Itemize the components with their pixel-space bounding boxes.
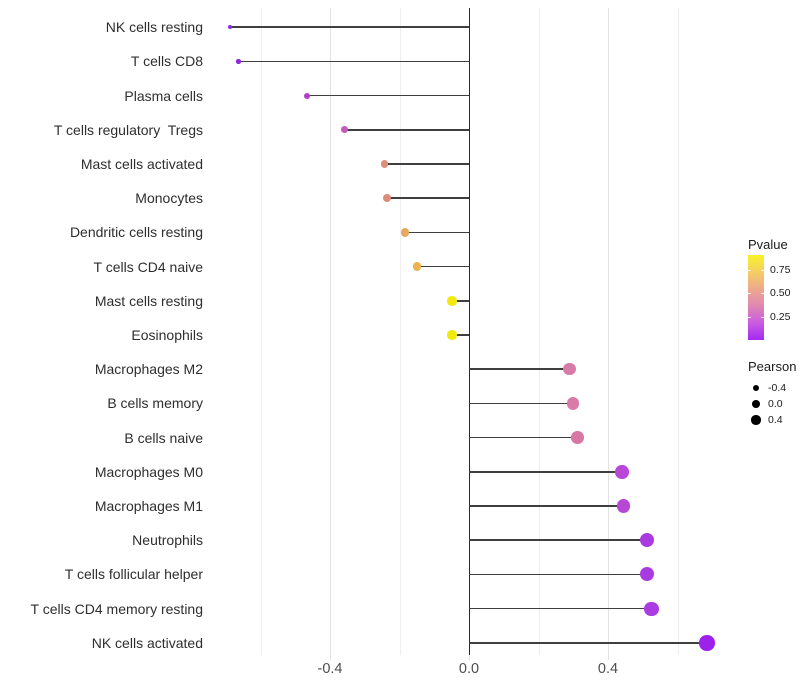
zero-reference-line [469,8,470,655]
pearson-legend-dot [752,400,760,408]
colorbar-notch-right [761,316,764,318]
y-axis-label: Dendritic cells resting [69,224,203,241]
y-axis-label: NK cells resting [105,19,203,36]
x-axis-tick [330,655,331,660]
lollipop-dot [400,228,410,237]
y-axis-label: B cells memory [107,395,203,412]
colorbar-notch-left [748,292,751,294]
y-axis-label: B cells naive [124,429,203,446]
lollipop-dot [383,194,392,203]
pvalue-tick-label: 0.50 [770,286,791,299]
lollipop-stem [469,573,647,576]
colorbar-notch-left [748,269,751,271]
lollipop-dot [615,465,629,479]
x-axis-tick-label: -0.4 [317,661,343,677]
colorbar-notch-right [761,269,764,271]
pearson-legend-dot [752,384,760,392]
pearson-legend-dot [751,415,761,425]
lollipop-stem [469,607,652,610]
colorbar-notch-right [761,292,764,294]
lollipop-stem [469,402,573,405]
lollipop-stem [416,265,469,268]
lollipop-stem [469,436,578,439]
pearson-legend-label: -0.4 [768,382,787,394]
minor-gridline [677,8,679,655]
lollipop-stem [384,163,469,165]
pearson-legend-title: Pearson [748,359,797,374]
lollipop-stem [469,642,708,644]
colorbar-notch-left [748,316,751,318]
y-axis-label: Neutrophils [132,532,203,549]
lollipop-stem [405,231,469,234]
lollipop-stem [238,60,469,63]
plot-panel [207,8,732,655]
lollipop-stem [469,505,624,507]
lollipop-dot [571,431,584,444]
pvalue-tick-label: 0.25 [770,310,791,323]
pvalue-tick-label: 0.75 [770,263,791,276]
lollipop-dot [639,567,654,582]
y-axis-label: T cells regulatory Tregs [53,121,203,138]
pearson-legend-label: 0.4 [768,414,783,426]
y-axis-label: Monocytes [135,190,203,207]
minor-gridline [399,8,401,655]
lollipop-dot [447,330,457,340]
y-axis-label: Macrophages M1 [94,498,203,514]
y-axis-label: T cells CD4 naive [93,258,203,275]
x-axis-tick-label: 0.4 [597,661,619,677]
y-axis-label: T cells CD8 [130,53,203,70]
y-axis-label: T cells follicular helper [64,566,203,583]
x-axis-tick [608,655,609,660]
lollipop-stem [451,334,469,336]
lollipop-stem [469,368,570,370]
major-gridline [330,8,331,655]
x-axis-tick-label: 0.0 [458,661,480,677]
lollipop-dot [227,25,232,30]
lollipop-stem [451,300,469,302]
minor-gridline [538,8,540,655]
lollipop-dot [304,92,311,99]
lollipop-dot [616,499,631,513]
y-axis-label: NK cells activated [91,634,203,651]
lollipop-stem [387,197,469,199]
minor-gridline [260,8,262,655]
y-axis-label: Mast cells resting [94,292,203,309]
y-axis-label: Macrophages M2 [94,361,203,378]
lollipop-dot [639,533,654,548]
y-axis-label: Eosinophils [131,327,203,343]
lollipop-dot [563,363,576,376]
y-axis-label: Mast cells activated [80,156,203,172]
lollipop-stem [229,26,469,28]
x-axis-tick [469,655,470,660]
pvalue-legend-title: Pvalue [748,237,788,252]
y-axis-label: T cells CD4 memory resting [30,600,203,617]
lollipop-stem [307,94,469,97]
lollipop-dot [699,635,715,651]
pvalue-colorbar [748,255,764,340]
lollipop-dot [412,262,422,271]
pearson-legend-label: 0.0 [768,398,783,410]
lollipop-dot [447,296,457,306]
lollipop-dot [236,59,241,64]
lollipop-dot [380,160,389,168]
lollipop-stem [344,129,469,131]
major-gridline [608,8,609,655]
lollipop-stem [469,539,647,541]
lollipop-dot [341,126,349,134]
lollipop-dot [566,397,580,410]
y-axis-label: Macrophages M0 [94,463,203,480]
lollipop-stem [469,471,622,473]
lollipop-dot [644,601,659,616]
y-axis-label: Plasma cells [124,87,203,104]
